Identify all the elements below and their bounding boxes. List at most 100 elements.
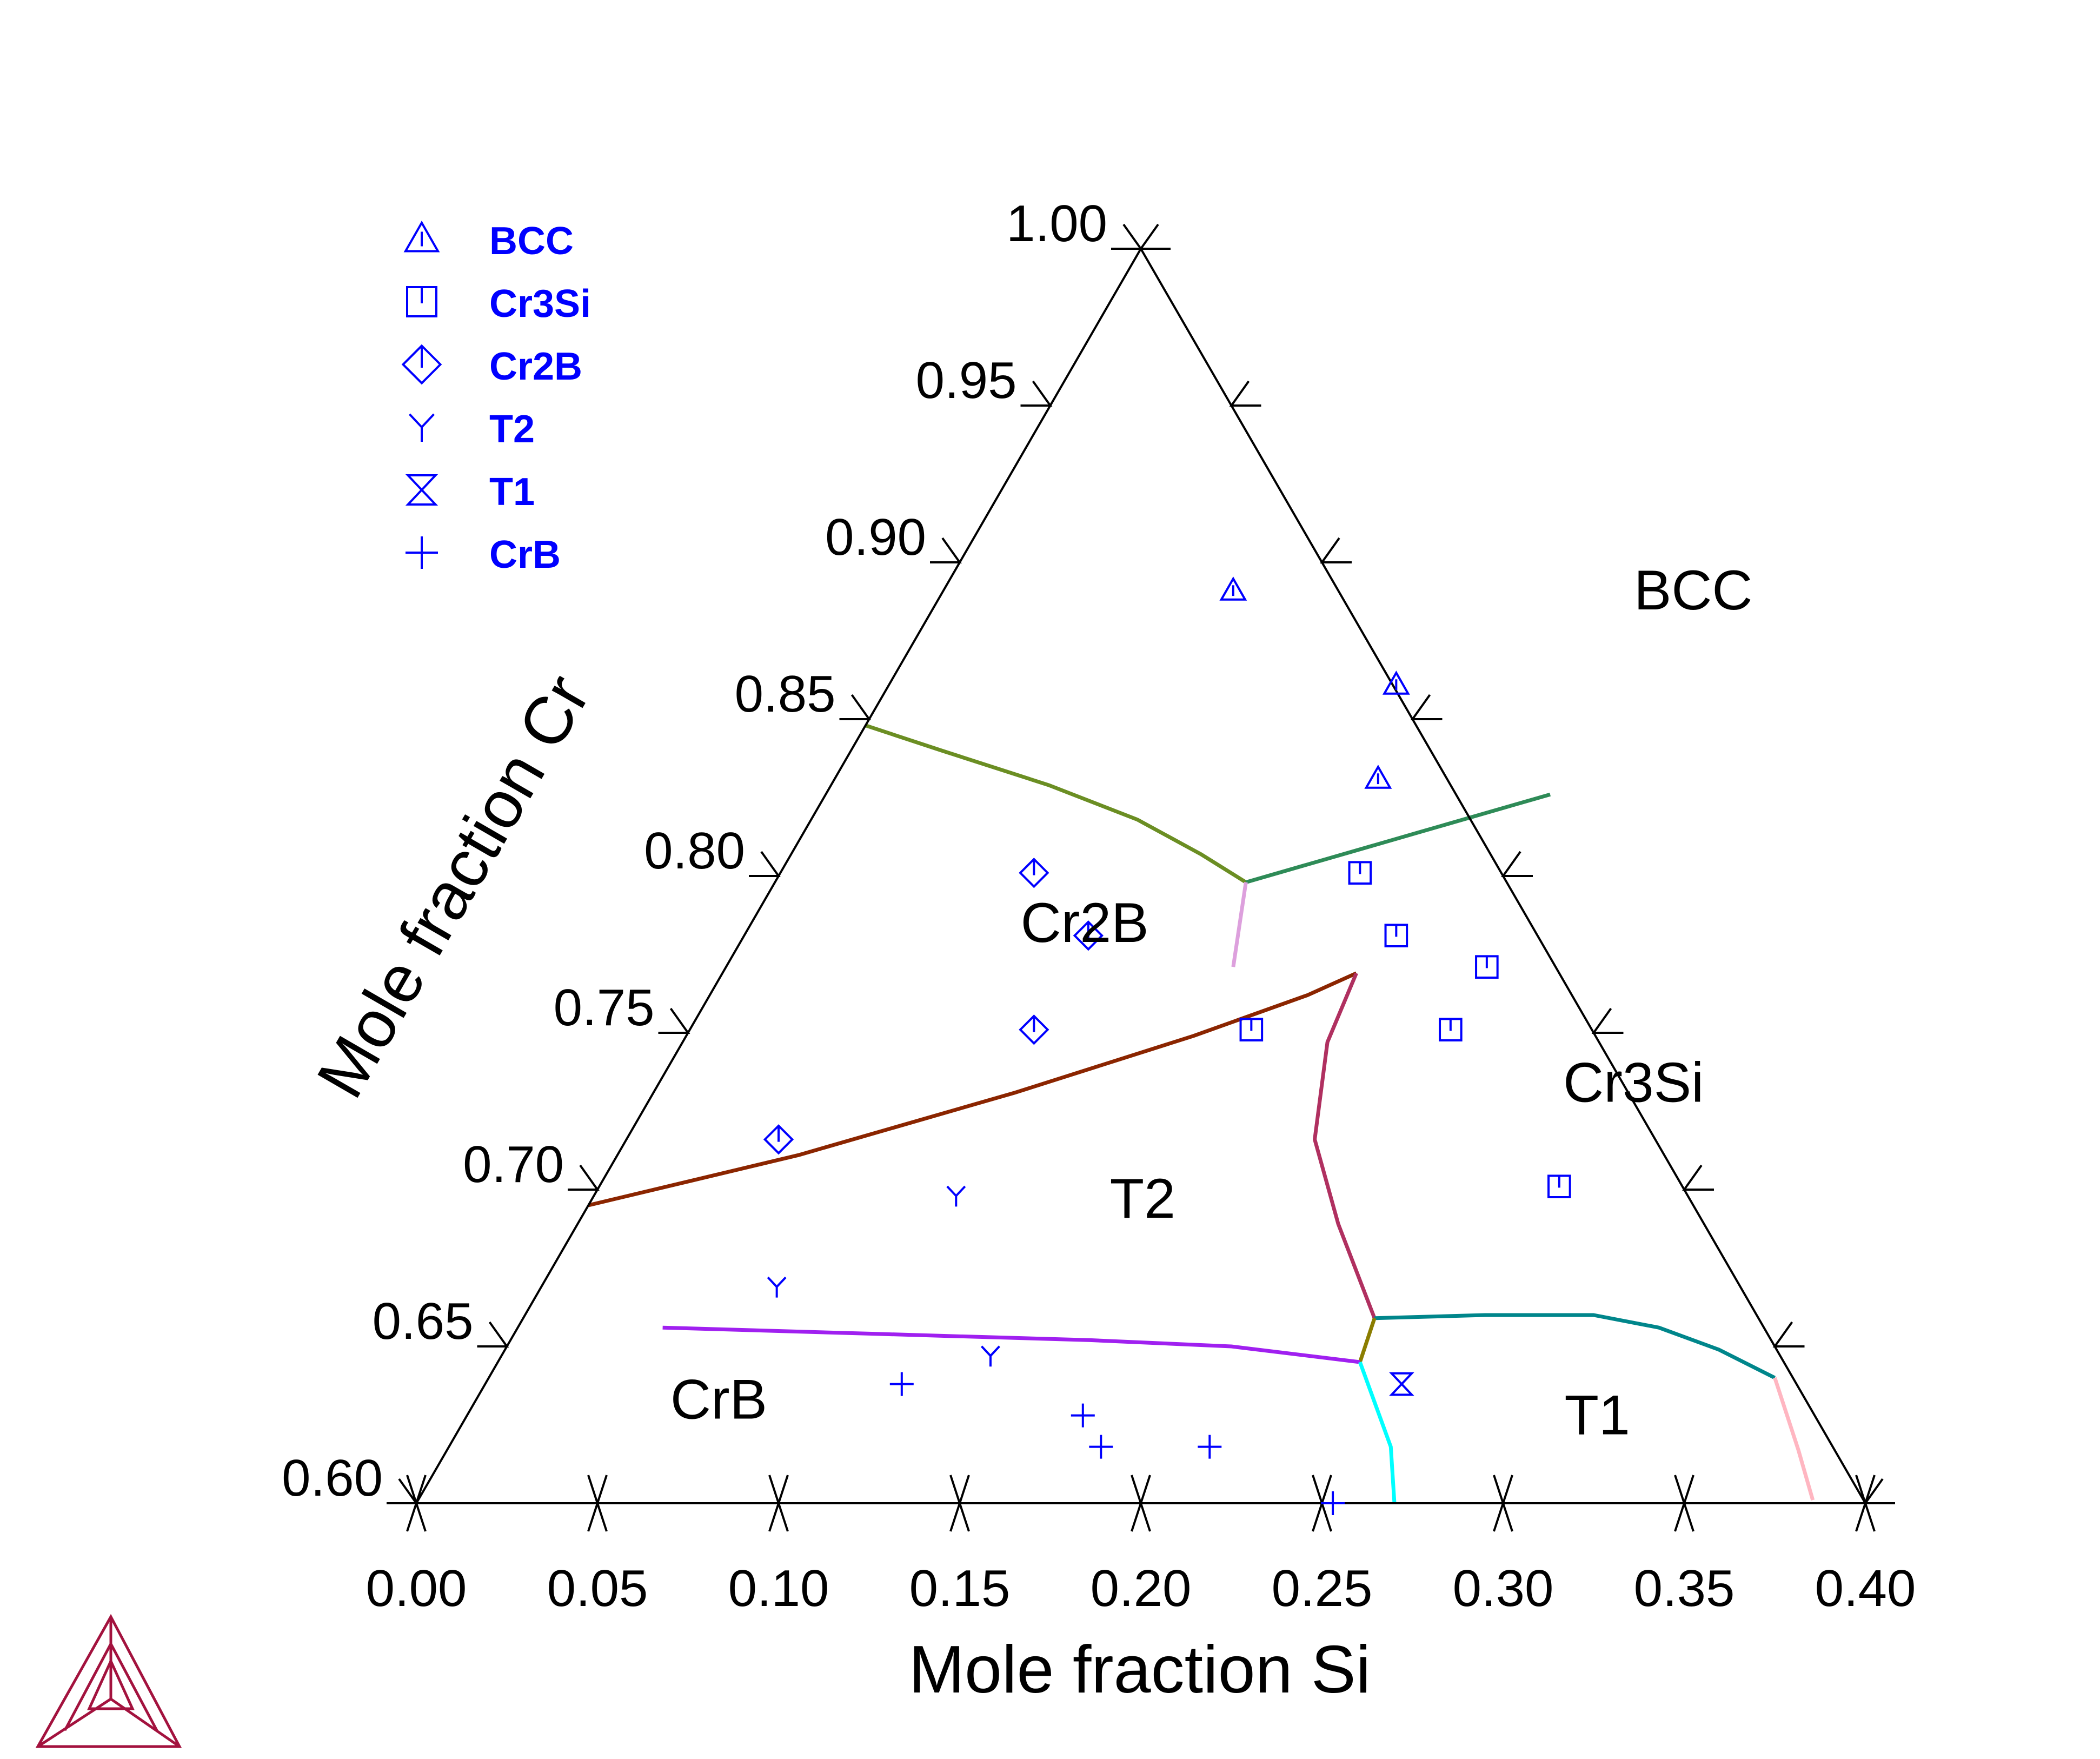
region-label: Cr2B <box>1021 892 1149 954</box>
data-point-triangle <box>1364 765 1392 789</box>
region-label: CrB <box>670 1368 767 1431</box>
phase-boundary-line <box>588 971 1358 1207</box>
legend-label: BCC <box>489 220 574 263</box>
x-tick-label: 0.15 <box>909 1559 1011 1617</box>
data-point-plus <box>1071 1403 1095 1428</box>
data-point-y <box>767 1276 787 1298</box>
data-point-square <box>1439 1018 1463 1042</box>
legend-label: T1 <box>489 470 535 514</box>
x-tick <box>1674 1475 1694 1532</box>
y-tick <box>387 1478 418 1504</box>
legend-marker-y <box>409 413 435 442</box>
x-tick-label: 0.10 <box>728 1559 829 1617</box>
y-tick-label: 0.95 <box>916 351 1017 409</box>
data-point-square <box>1475 955 1499 979</box>
data-point-plus <box>1089 1435 1113 1459</box>
phase-boundary-line <box>1374 1313 1776 1380</box>
data-point-square <box>1384 924 1408 948</box>
data-point-diamond <box>1073 920 1104 951</box>
data-point-diamond <box>763 1124 794 1155</box>
y-tick-label: 0.75 <box>554 979 655 1037</box>
phase-boundary-line <box>1231 882 1248 967</box>
x-tick <box>768 1475 789 1532</box>
legend: BCC Cr3Si Cr2B T2 T1 CrB <box>401 220 591 576</box>
y-tick <box>1020 380 1053 407</box>
y-tick-label: 0.80 <box>644 822 745 880</box>
y-tick-label: 0.60 <box>282 1449 383 1507</box>
phase-boundary-line <box>1358 1361 1397 1504</box>
region-label: BCC <box>1634 559 1753 622</box>
right-edge-tick <box>1591 1007 1624 1034</box>
data-point-hourglass <box>1389 1372 1414 1396</box>
right-edge-tick <box>1320 537 1352 563</box>
data-point-square <box>1348 861 1372 885</box>
x-tick-label: 0.40 <box>1815 1559 1916 1617</box>
y-axis-title: Mole fraction Cr <box>303 663 604 1110</box>
phase-boundary-line <box>1245 792 1551 884</box>
right-edge-tick <box>1863 1478 1895 1504</box>
legend-label: Cr2B <box>489 345 582 388</box>
legend-marker-hourglass <box>405 474 438 506</box>
phase-boundary-line <box>1358 1317 1377 1363</box>
y-tick <box>658 1007 690 1034</box>
data-point-triangle <box>1219 576 1247 601</box>
y-tick <box>930 537 962 563</box>
legend-marker-square <box>406 286 437 317</box>
x-tick-label: 0.30 <box>1453 1559 1554 1617</box>
right-edge-tick <box>1410 694 1443 720</box>
legend-label: T2 <box>489 408 535 451</box>
region-label: Cr3Si <box>1563 1052 1704 1114</box>
y-tick-label: 0.70 <box>463 1136 564 1193</box>
legend-label: Cr3Si <box>489 282 591 326</box>
data-point-y <box>946 1185 966 1207</box>
data-point-diamond <box>1019 1014 1049 1045</box>
y-tick-label: 0.65 <box>373 1292 474 1350</box>
right-edge-tick <box>1229 380 1261 407</box>
y-tick <box>839 694 872 720</box>
y-tick <box>477 1321 509 1348</box>
region-label: T2 <box>1110 1167 1175 1230</box>
data-point-plus <box>889 1372 914 1396</box>
right-edge-tick <box>1772 1321 1805 1348</box>
data-point-square <box>1547 1174 1571 1198</box>
legend-marker-diamond <box>401 344 442 385</box>
x-tick-label: 0.00 <box>366 1559 467 1617</box>
y-tick-label: 0.90 <box>825 508 926 566</box>
legend-label: CrB <box>489 533 561 576</box>
x-tick-label: 0.35 <box>1634 1559 1735 1617</box>
x-tick <box>587 1475 608 1532</box>
y-tick <box>568 1164 600 1191</box>
x-tick <box>949 1475 970 1532</box>
thermo-calc-logo-icon <box>35 1614 182 1748</box>
y-tick-label: 1.00 <box>1006 195 1107 253</box>
x-tick <box>1493 1475 1513 1532</box>
ternary-frame <box>414 247 1868 1504</box>
x-tick-label: 0.25 <box>1272 1559 1373 1617</box>
legend-marker-triangle <box>403 220 440 253</box>
triangle-frame <box>414 247 1868 1504</box>
data-point-plus <box>1198 1435 1222 1459</box>
data-point-diamond <box>1019 858 1049 888</box>
data-point-triangle <box>1382 671 1410 695</box>
phase-boundary-line <box>865 723 1247 884</box>
right-edge-tick <box>1139 223 1171 250</box>
region-labels: BCC Cr2B Cr3Si T2 CrB T1 <box>670 559 1753 1446</box>
phase-boundary-line <box>1773 1377 1815 1501</box>
y-tick-label: 0.85 <box>735 665 836 723</box>
phase-boundary-line <box>662 1325 1360 1364</box>
data-points <box>763 576 1571 1515</box>
x-axis-title: Mole fraction Si <box>909 1632 1371 1707</box>
x-tick-label: 0.05 <box>547 1559 648 1617</box>
x-tick <box>1131 1475 1151 1532</box>
region-label: T1 <box>1565 1384 1630 1446</box>
data-point-y <box>980 1345 1000 1367</box>
data-point-square <box>1239 1018 1264 1042</box>
legend-marker-plus <box>406 536 438 569</box>
right-edge-tick <box>1682 1164 1714 1191</box>
axis-ticks: 0.00 0.05 0.10 0.15 0.20 0.25 0.30 0.35 0.40 0.60… <box>282 195 1916 1617</box>
data-point-plus <box>1321 1491 1345 1515</box>
y-tick <box>1111 223 1143 250</box>
phase-boundary-line <box>1313 972 1377 1319</box>
x-tick-label: 0.20 <box>1091 1559 1192 1617</box>
